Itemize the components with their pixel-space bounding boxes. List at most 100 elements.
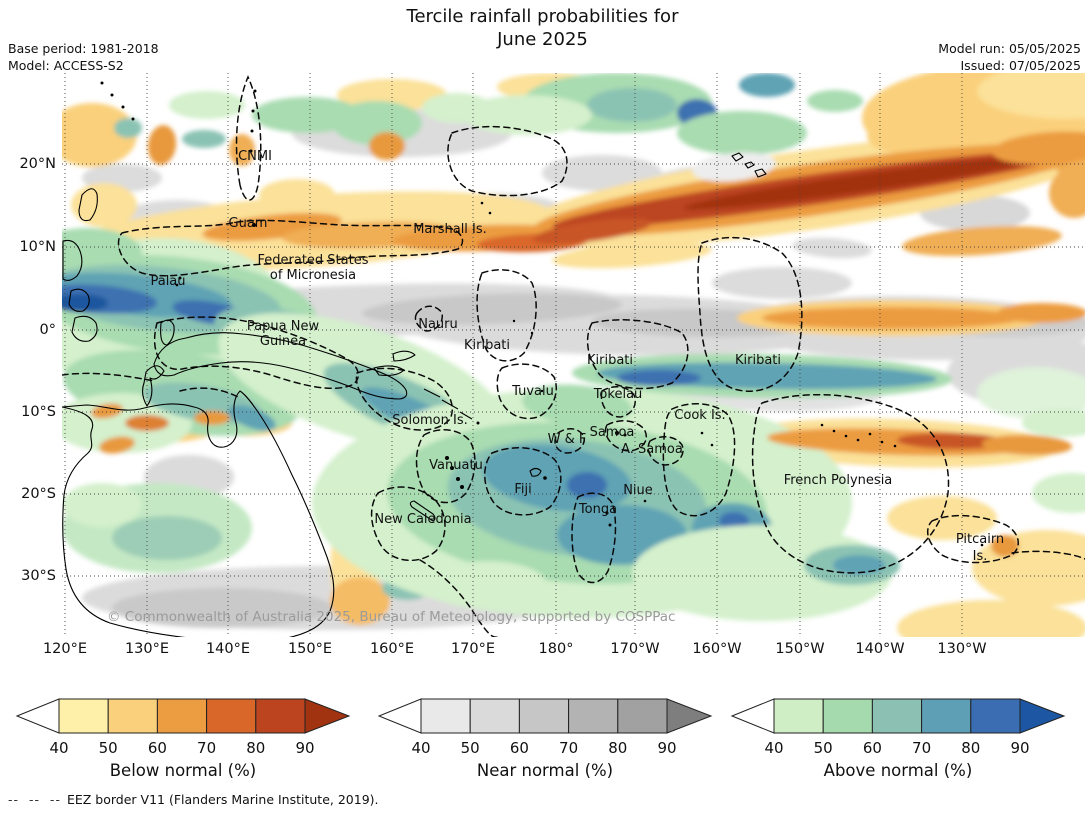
island-dot <box>121 105 125 109</box>
y-axis-tick-0: 0° <box>39 322 56 338</box>
legend-segment <box>617 698 668 734</box>
map-label-tuvalu: Tuvalu <box>511 384 554 399</box>
island-dot <box>608 523 612 527</box>
coastline <box>459 411 473 420</box>
eez-border <box>647 436 684 466</box>
rainfall-region <box>982 434 1072 456</box>
legend-arrow-left <box>377 698 422 734</box>
y-axis-tick-20-n: 20°N <box>19 156 56 172</box>
legend-segment <box>822 698 873 734</box>
rainfall-region <box>62 294 108 312</box>
legend-segment <box>921 698 972 734</box>
legend-tick: 40 <box>411 739 431 757</box>
eez-border <box>604 420 648 452</box>
legend-tick: 50 <box>813 739 833 757</box>
island-dot <box>175 283 179 287</box>
rainfall-region <box>369 132 405 160</box>
issued-text: Issued: 07/05/2025 <box>960 58 1082 73</box>
rainfall-region <box>99 436 135 454</box>
rainfall-region <box>587 88 677 122</box>
x-axis-tick-120-e: 120°E <box>42 641 88 657</box>
island-dot <box>456 477 460 481</box>
rainfall-region <box>422 93 492 123</box>
island-dot <box>450 466 454 470</box>
legend-tick-labels: 40 50 60 70 80 90 <box>375 739 715 759</box>
model-run-text: Model run: 05/05/2025 <box>938 41 1081 56</box>
legend-tick: 50 <box>460 739 480 757</box>
eez-border <box>415 429 476 504</box>
map-label-a-samoa: A. Samoa <box>621 442 683 457</box>
rainfall-region <box>719 512 749 530</box>
eez-border <box>751 393 950 574</box>
rainfall-region <box>228 405 276 431</box>
eez-border <box>1011 550 1085 560</box>
legend-tick: 60 <box>147 739 167 757</box>
legend-segment <box>206 698 257 734</box>
legend-segment <box>871 698 923 734</box>
map-label-pitcairn: Pitcairn <box>956 532 1004 547</box>
rainfall-region <box>169 91 245 119</box>
island-dot <box>100 81 104 85</box>
coastline <box>62 239 83 282</box>
coastline <box>754 168 767 178</box>
rainfall-region <box>617 370 701 386</box>
title-line2: June 2025 <box>497 29 588 50</box>
eez-footnote-text: EEZ border V11 (Flanders Marine Institut… <box>66 792 379 807</box>
rainfall-region <box>202 213 342 241</box>
y-axis-tick-10-s: 10°S <box>21 404 56 420</box>
island-dot <box>249 149 253 153</box>
eez-border <box>235 75 262 201</box>
rainfall-region <box>567 472 607 498</box>
eez-dash-sample: -- -- -- <box>8 792 61 807</box>
map-label-palau: Palau <box>150 274 185 289</box>
x-axis-tick-150-w: 150°W <box>775 641 825 657</box>
coastline <box>78 188 98 222</box>
x-axis-tick-140-e: 140°E <box>205 641 251 657</box>
legend-tick: 70 <box>559 739 579 757</box>
legend-segment <box>970 698 1021 734</box>
rainfall-region <box>542 155 662 191</box>
rainfall-region <box>902 225 1062 257</box>
island-dot <box>820 423 824 427</box>
legend-colorbar <box>730 698 1066 734</box>
rainfall-region <box>125 415 169 431</box>
legend-segment <box>156 698 208 734</box>
eez-border <box>117 219 464 277</box>
map-label-french-polynesia: French Polynesia <box>784 473 893 488</box>
legend-above-normal: 40 50 60 70 80 90 Above normal (%) <box>728 697 1068 780</box>
coastline <box>160 319 175 346</box>
legend-tick-labels: 40 50 60 70 80 90 <box>13 739 353 759</box>
eez-border <box>662 403 736 517</box>
rainfall-region <box>677 111 807 155</box>
rainfall-region <box>427 561 547 609</box>
map-label-w-f: W & F <box>548 432 587 447</box>
rainfall-region <box>683 156 1041 210</box>
island-dot <box>856 438 860 442</box>
rainfall-region <box>762 307 1022 329</box>
x-axis-tick-180: 180° <box>538 641 574 657</box>
rainfall-region <box>91 403 123 419</box>
island-dot <box>893 444 897 448</box>
eez-border <box>484 447 562 516</box>
legend-tick: 90 <box>1010 739 1030 757</box>
map-label-papua-new: Papua New <box>247 319 320 334</box>
x-axis-tick-170-w: 170°W <box>610 641 660 657</box>
legend-title: Near normal (%) <box>476 761 614 780</box>
coastline <box>409 500 436 522</box>
rainfall-region <box>147 125 177 165</box>
rainfall-region <box>330 577 390 625</box>
page-title: Tercile rainfall probabilities for June … <box>0 5 1085 51</box>
coastline <box>731 152 744 162</box>
map-label-of-micronesia: of Micronesia <box>270 268 356 283</box>
map-label-new-caledonia: New Caledonia <box>374 512 471 527</box>
rainfall-region <box>62 483 142 527</box>
legend-below-normal: 40 50 60 70 80 90 Below normal (%) <box>13 697 353 780</box>
legend-segment <box>255 698 306 734</box>
eez-border <box>179 387 239 398</box>
island-dot <box>512 319 516 323</box>
rainfall-region <box>522 384 632 426</box>
legend-tick: 80 <box>246 739 266 757</box>
island-dot <box>445 456 449 460</box>
island-dot <box>476 421 480 425</box>
map-label-nauru: Nauru <box>418 317 458 332</box>
